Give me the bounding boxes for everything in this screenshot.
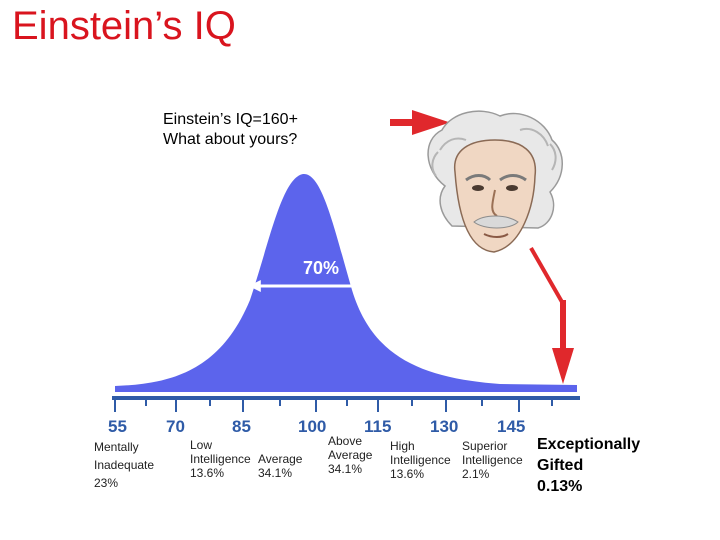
category-line: 2.1% [462,467,490,481]
curve-label: 70% [303,258,339,278]
tick-label: 145 [497,417,525,436]
caption-line-1: Einstein’s IQ=160+ [163,111,298,128]
tick-label: 85 [232,417,251,436]
caption-line-2: What about yours? [163,131,298,148]
tick-label: 55 [108,417,127,436]
axis-ticks [114,398,553,412]
category-line: Intelligence [190,452,251,466]
page-title: Einstein’s IQ [12,4,236,48]
pointer-arrow-icon [390,110,450,135]
category-line: Gifted [537,457,584,474]
tick-label: 100 [298,417,326,436]
category-exceptionally-gifted: Exceptionally Gifted 0.13% [537,434,640,497]
category-above-average: Above Average 34.1% [328,434,372,476]
category-line: 13.6% [390,467,425,481]
category-line: Mentally [94,440,139,454]
tick-label: 130 [430,417,458,436]
tick-label: 115 [364,417,391,436]
category-line: 34.1% [258,466,293,480]
category-superior-intelligence: Superior Intelligence 2.1% [462,439,523,481]
category-line: Average [258,452,303,466]
category-line: 0.13% [537,478,583,495]
category-line: Average [328,448,373,462]
category-line: Intelligence [462,453,523,467]
category-average: Average 34.1% [258,452,302,480]
category-line: High [390,439,415,453]
down-arrow-icon [529,247,574,384]
category-line: Superior [462,439,508,453]
category-line: 23% [94,476,119,490]
category-line: 34.1% [328,462,363,476]
einstein-face-icon [427,110,563,253]
category-high-intelligence: High Intelligence 13.6% [390,439,451,481]
tick-label: 70 [166,417,185,436]
caption: Einstein’s IQ=160+ What about yours? [163,110,298,150]
category-line: Above [328,434,363,448]
category-mentally-inadequate: Mentally Inadequate 23% [94,438,154,492]
category-line: Exceptionally [537,436,641,453]
category-line: Low [190,438,213,452]
category-low-intelligence: Low Intelligence 13.6% [190,438,251,480]
category-line: Intelligence [390,453,451,467]
category-line: Inadequate [94,458,155,472]
category-line: 13.6% [190,466,225,480]
